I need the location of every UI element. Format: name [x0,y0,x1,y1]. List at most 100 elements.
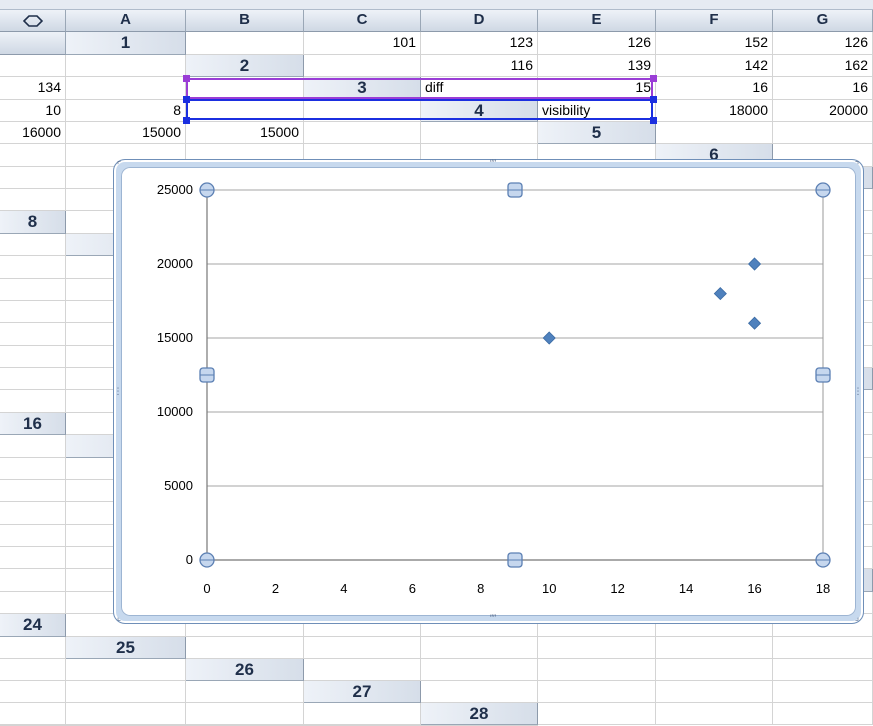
cell-e11[interactable] [0,300,66,324]
cell-d1[interactable]: 126 [538,32,656,55]
cell-c5[interactable] [0,144,66,167]
cell-f10[interactable] [0,278,66,301]
cell-a25[interactable] [186,636,304,659]
cell-b14[interactable] [0,368,66,391]
row-header-16[interactable]: 16 [0,412,66,436]
cell-e4[interactable]: 15000 [66,121,186,145]
cell-overflow[interactable] [0,435,66,458]
selection-handle[interactable] [183,75,190,82]
chart-resize-grip[interactable]: ⋮ [114,386,123,396]
cell-d26[interactable] [656,658,773,681]
column-header-c[interactable]: C [304,10,421,33]
cell-overflow[interactable] [0,636,66,659]
cell-d2[interactable]: 142 [656,54,773,78]
column-header-d[interactable]: D [421,10,538,33]
cell-e3[interactable]: 10 [0,99,66,122]
cell-e25[interactable] [656,636,773,659]
selection-handle[interactable] [650,96,657,103]
selection-handle[interactable] [183,117,190,124]
cell-d27[interactable] [773,680,873,703]
cell-f28[interactable] [186,724,304,726]
cell-overflow[interactable] [421,121,538,145]
cell-overflow[interactable] [186,680,304,703]
chart-resize-grip[interactable]: ″″ [490,613,497,623]
cell-g27[interactable] [186,702,304,725]
cell-c1[interactable]: 123 [421,32,538,55]
cell-g1[interactable] [0,54,66,78]
cell-a15[interactable] [0,390,66,413]
row-header-24[interactable]: 24 [0,614,66,637]
cell-g4[interactable] [304,121,421,145]
cell-b4[interactable]: 18000 [656,99,773,122]
cell-c27[interactable] [656,680,773,703]
column-header-f[interactable]: F [656,10,773,33]
cell-b22[interactable] [0,569,66,592]
cell-a1[interactable] [186,32,304,55]
plot-area-handles[interactable] [199,182,831,568]
chart-resize-grip[interactable]: ⌜ [117,160,121,170]
cell-b6[interactable] [0,166,66,189]
row-header-1[interactable]: 1 [66,32,186,55]
cell-b1[interactable]: 101 [304,32,421,55]
cell-overflow[interactable] [66,658,186,681]
select-all-corner[interactable] [0,10,66,33]
cell-overflow[interactable] [304,99,421,122]
cell-a24[interactable] [66,614,186,637]
cell-c21[interactable] [0,547,66,570]
cell-g26[interactable] [66,680,186,703]
cell-c13[interactable] [0,345,66,368]
cell-g17[interactable] [0,457,66,480]
cell-g28[interactable] [304,724,421,726]
cell-c26[interactable] [538,658,656,681]
cell-c2[interactable]: 139 [538,54,656,78]
row-header-4[interactable]: 4 [421,99,538,122]
cell-b2[interactable]: 116 [421,54,538,78]
cell-f4[interactable]: 15000 [186,121,304,145]
cell-a4[interactable]: visibility [538,99,656,122]
cell-b24[interactable] [186,614,304,637]
cell-d25[interactable] [538,636,656,659]
cell-d4[interactable]: 16000 [0,121,66,145]
cell-a26[interactable] [304,658,421,681]
cell-b27[interactable] [538,680,656,703]
cell-g25[interactable] [0,658,66,681]
chart-resize-grip[interactable]: ⌟ [855,612,859,622]
cell-e19[interactable] [0,502,66,525]
cell-b28[interactable] [656,702,773,725]
cell-g9[interactable] [0,256,66,279]
row-header-28[interactable]: 28 [421,702,538,725]
chart-resize-grip[interactable]: ″″ [490,158,497,168]
chart-area[interactable] [121,167,856,616]
cell-f25[interactable] [773,636,873,659]
cell-e1[interactable]: 152 [656,32,773,55]
cell-e28[interactable] [66,724,186,726]
cell-a7[interactable] [0,189,66,212]
cell-a27[interactable] [421,680,538,703]
cell-d28[interactable] [0,724,66,726]
row-header-25[interactable]: 25 [66,636,186,659]
row-header-2[interactable]: 2 [186,54,304,78]
cell-c24[interactable] [304,614,421,637]
row-header-26[interactable]: 26 [186,658,304,681]
cell-overflow[interactable] [0,233,66,257]
cell-c3[interactable]: 16 [656,77,773,100]
chart-resize-grips[interactable]: ″″ ″″ ⋮ ⋮ ⌜ ⌝ ⌞ ⌟ [114,158,863,623]
cell-g2[interactable] [66,77,186,100]
cell-overflow[interactable] [421,724,538,726]
cell-d12[interactable] [0,323,66,346]
cell-f3[interactable]: 8 [66,99,186,122]
chart-resize-grip[interactable]: ⌝ [855,160,859,170]
cell-b26[interactable] [421,658,538,681]
cell-overflow[interactable] [304,702,421,725]
cell-e27[interactable] [0,702,66,725]
column-header-a[interactable]: A [66,10,186,33]
cell-e26[interactable] [773,658,873,681]
selection-handle[interactable] [650,117,657,124]
cell-a23[interactable] [0,591,66,615]
chart-resize-grip[interactable]: ⋮ [854,386,863,396]
cell-f18[interactable] [0,479,66,503]
row-header-8[interactable]: 8 [0,211,66,234]
cell-d20[interactable] [0,524,66,547]
cell-c28[interactable] [773,702,873,725]
